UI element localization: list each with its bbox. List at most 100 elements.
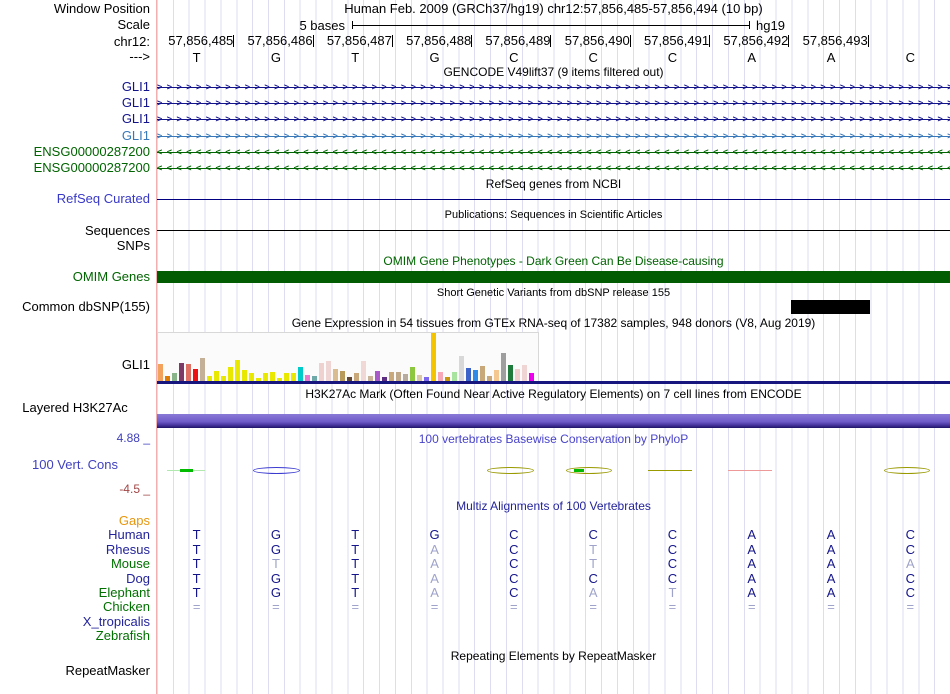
track-label-gaps[interactable]: Gaps [118,513,150,528]
gtex-bar[interactable] [284,373,289,381]
track-label-common-dbsnp[interactable]: Common dbSNP(155) [22,299,150,314]
gtex-bar[interactable] [522,365,527,381]
gtex-bar[interactable] [200,358,205,381]
dbsnp-variant-bar[interactable] [791,300,870,314]
gtex-bar[interactable] [221,376,226,381]
gtex-bar[interactable] [424,377,429,381]
gtex-bar[interactable] [431,333,436,381]
gtex-bar[interactable] [347,377,352,381]
gtex-bar[interactable] [417,375,422,381]
gtex-bar[interactable] [326,361,331,381]
track-label-dog[interactable]: Dog [126,570,150,586]
gtex-bar[interactable] [375,371,380,381]
gtex-bar[interactable] [459,356,464,381]
gtex-bar[interactable] [235,360,240,381]
gtex-bar[interactable] [361,361,366,381]
gtex-bar[interactable] [333,369,338,381]
gtex-bar[interactable] [403,374,408,381]
gtex-bar[interactable] [480,366,485,381]
gtex-bar[interactable] [298,367,303,381]
gtex-bar[interactable] [242,370,247,381]
gtex-bar[interactable] [487,376,492,381]
refseq-curated-gene-line[interactable] [157,199,950,200]
track-label-ensg00000287200[interactable]: ENSG00000287200 [33,143,150,159]
track-label-chicken[interactable]: Chicken [103,599,150,615]
gtex-bar[interactable] [410,367,415,381]
gtex-bar[interactable] [515,369,520,381]
gtex-bar[interactable] [445,377,450,381]
gtex-bar[interactable] [508,365,513,381]
gtex-bar[interactable] [354,373,359,381]
gene-strand-arrows[interactable]: <<<<<<<<<<<<<<<<<<<<<<<<<<<<<<<<<<<<<<<<… [157,163,950,173]
gtex-bar[interactable] [165,376,170,381]
gene-strand-arrows[interactable]: >>>>>>>>>>>>>>>>>>>>>>>>>>>>>>>>>>>>>>>>… [157,130,950,141]
gtex-bar[interactable] [529,373,534,381]
alignment-base: = [510,599,518,615]
gtex-bar[interactable] [263,373,268,381]
gtex-bar[interactable] [466,368,471,381]
gtex-bar[interactable] [340,371,345,381]
track-label-human[interactable]: Human [108,527,150,543]
sequences-item-line[interactable] [157,230,950,231]
gtex-bar[interactable] [186,364,191,381]
gtex-bar[interactable] [452,372,457,381]
alignment-base: C [667,541,678,557]
base-letter: G [270,50,281,65]
track-label-snps[interactable]: SNPs [116,238,150,253]
track-label-gtex-gli1[interactable]: GLI1 [121,357,150,372]
track-label-layered-h3k27ac[interactable]: Layered H3K27Ac [22,400,128,415]
alignment-base: A [826,556,836,572]
gtex-bar[interactable] [368,376,373,381]
track-label-gli1[interactable]: GLI1 [121,127,150,143]
gene-strand-arrows[interactable]: <<<<<<<<<<<<<<<<<<<<<<<<<<<<<<<<<<<<<<<<… [157,146,950,157]
gtex-bar[interactable] [389,372,394,381]
track-label-100-vert-cons[interactable]: 100 Vert. Cons [32,457,118,472]
gene-strand-arrows[interactable]: >>>>>>>>>>>>>>>>>>>>>>>>>>>>>>>>>>>>>>>>… [157,114,950,125]
gtex-bar[interactable] [228,367,233,381]
track-label-zebrafish[interactable]: Zebrafish [95,628,150,644]
track-label-refseq-curated[interactable]: RefSeq Curated [56,191,150,206]
gtex-bar[interactable] [291,373,296,381]
gtex-bar[interactable] [501,353,506,381]
gene-strand-arrows[interactable]: >>>>>>>>>>>>>>>>>>>>>>>>>>>>>>>>>>>>>>>>… [157,98,950,109]
alignment-base: = [430,599,439,615]
gtex-bar[interactable] [270,372,275,381]
gtex-bar[interactable] [494,370,499,381]
alignment-base: A [588,585,598,600]
gtex-bar[interactable] [172,373,177,381]
omim-gene-bar[interactable] [157,271,950,283]
gtex-bar[interactable] [382,377,387,381]
track-label-repeatmasker[interactable]: RepeatMasker [65,663,150,678]
gtex-bar[interactable] [249,373,254,381]
base-letter: T [192,50,201,65]
gtex-bar[interactable] [193,369,198,381]
gtex-bar[interactable] [438,372,443,381]
gtex-bar[interactable] [256,378,261,381]
track-label-omim-genes[interactable]: OMIM Genes [72,269,150,284]
track-label-rhesus[interactable]: Rhesus [105,541,150,557]
h3k27ac-signal-bar[interactable] [157,414,950,428]
position-title: Human Feb. 2009 (GRCh37/hg19) chr12:57,8… [344,1,763,16]
track-label-mouse[interactable]: Mouse [110,556,150,572]
gtex-bar[interactable] [277,378,282,381]
gtex-bar[interactable] [319,363,324,381]
track-label-gli1[interactable]: GLI1 [121,95,150,111]
track-label-sequences[interactable]: Sequences [84,223,150,238]
gtex-bar[interactable] [158,364,163,381]
gtex-bar[interactable] [179,363,184,381]
track-label-gli1[interactable]: GLI1 [121,111,150,127]
track-label-ensg00000287200[interactable]: ENSG00000287200 [33,160,150,175]
track-label-elephant[interactable]: Elephant [98,585,150,600]
alignment-base: A [747,570,757,586]
gtex-bar[interactable] [473,370,478,381]
gtex-bar[interactable] [214,371,219,381]
track-label-gli1[interactable]: GLI1 [121,79,150,94]
alignment-base: C [509,570,519,586]
gtex-bar[interactable] [312,376,317,381]
track-label-x_tropicalis[interactable]: X_tropicalis [82,613,150,629]
gtex-bar[interactable] [207,376,212,381]
gtex-bar[interactable] [305,375,310,381]
gene-strand-arrows[interactable]: >>>>>>>>>>>>>>>>>>>>>>>>>>>>>>>>>>>>>>>>… [157,82,950,92]
gtex-bar[interactable] [396,372,401,381]
alignment-base: A [826,585,836,600]
